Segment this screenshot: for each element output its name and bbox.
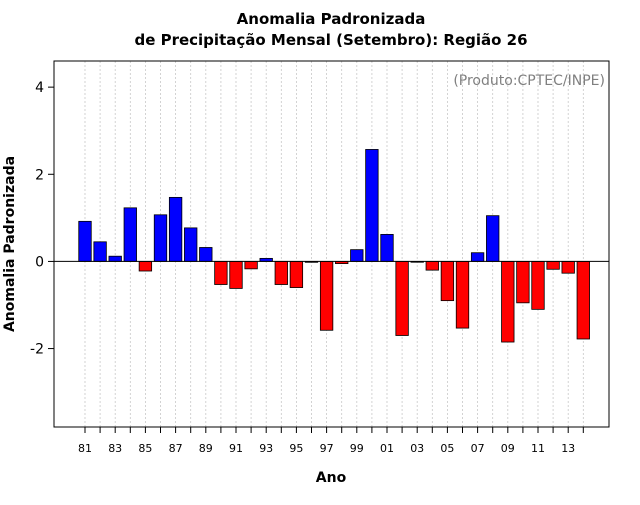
bar-2004 xyxy=(425,261,439,271)
bar-1987 xyxy=(168,196,183,262)
y-tick-label: -2 xyxy=(30,342,44,358)
bar-1999 xyxy=(350,249,364,262)
x-tick-label: 13 xyxy=(561,442,575,455)
bar-2000 xyxy=(365,149,379,262)
vertical-gridlines xyxy=(84,61,584,427)
bar-1986 xyxy=(153,214,168,262)
bar-1989 xyxy=(199,247,213,262)
bar-2009 xyxy=(501,261,515,343)
y-tick-label: 0 xyxy=(35,254,44,270)
bar-2006 xyxy=(455,261,470,329)
bar-1981 xyxy=(78,220,92,262)
credit-text: (Produto:CPTEC/INPE) xyxy=(453,73,605,89)
bar-2011 xyxy=(531,261,545,310)
x-tick-label: 87 xyxy=(169,442,183,455)
chart-title-line1: Anomalia Padronizada xyxy=(237,10,426,28)
x-tick-label: 91 xyxy=(229,442,243,455)
x-tick-label: 05 xyxy=(440,442,454,455)
plot-frame xyxy=(53,60,610,428)
bar-1995 xyxy=(289,261,304,288)
bar-2001 xyxy=(380,234,394,262)
bar-1990 xyxy=(214,261,228,285)
bar-2013 xyxy=(561,261,575,274)
x-tick-label: 85 xyxy=(138,442,152,455)
y-tick-label: 2 xyxy=(35,167,44,183)
chart-title-line2: de Precipitação Mensal (Setembro): Regiã… xyxy=(134,31,527,49)
bar-2002 xyxy=(395,261,409,336)
x-tick-label: 83 xyxy=(108,442,122,455)
x-axis: 81 83 85 87 89 91 93 95 97 99 01 03 05 07 09 11 13 xyxy=(78,427,584,455)
bar-2007 xyxy=(470,252,485,262)
bar-1991 xyxy=(229,261,243,289)
x-tick-label: 93 xyxy=(259,442,273,455)
x-tick-label: 97 xyxy=(320,442,334,455)
bar-1984 xyxy=(123,207,137,262)
bar-2012 xyxy=(546,261,560,270)
x-tick-label: 01 xyxy=(380,442,394,455)
x-axis-label: Ano xyxy=(316,470,347,486)
bar-2014 xyxy=(576,261,590,340)
bar-1988 xyxy=(184,227,198,262)
x-tick-label: 11 xyxy=(531,442,545,455)
x-tick-label: 95 xyxy=(289,442,303,455)
bar-1997 xyxy=(319,261,334,331)
bar-1983 xyxy=(108,255,122,262)
bar-2008 xyxy=(486,215,500,262)
bar-1982 xyxy=(93,241,107,262)
bar-2010 xyxy=(516,261,530,304)
y-axis: -2 0 2 4 xyxy=(30,80,54,358)
bar-1985 xyxy=(138,261,153,272)
bars xyxy=(78,149,590,343)
x-tick-label: 81 xyxy=(78,442,92,455)
x-tick-label: 99 xyxy=(350,442,364,455)
bar-2005 xyxy=(440,261,455,302)
bar-1994 xyxy=(274,261,288,285)
x-tick-label: 07 xyxy=(471,442,485,455)
bar-1992 xyxy=(244,261,258,270)
x-tick-label: 89 xyxy=(199,442,213,455)
x-tick-label: 09 xyxy=(501,442,515,455)
y-axis-label: Anomalia Padronizada xyxy=(2,156,18,332)
x-tick-label: 03 xyxy=(410,442,424,455)
y-tick-label: 4 xyxy=(35,80,44,96)
